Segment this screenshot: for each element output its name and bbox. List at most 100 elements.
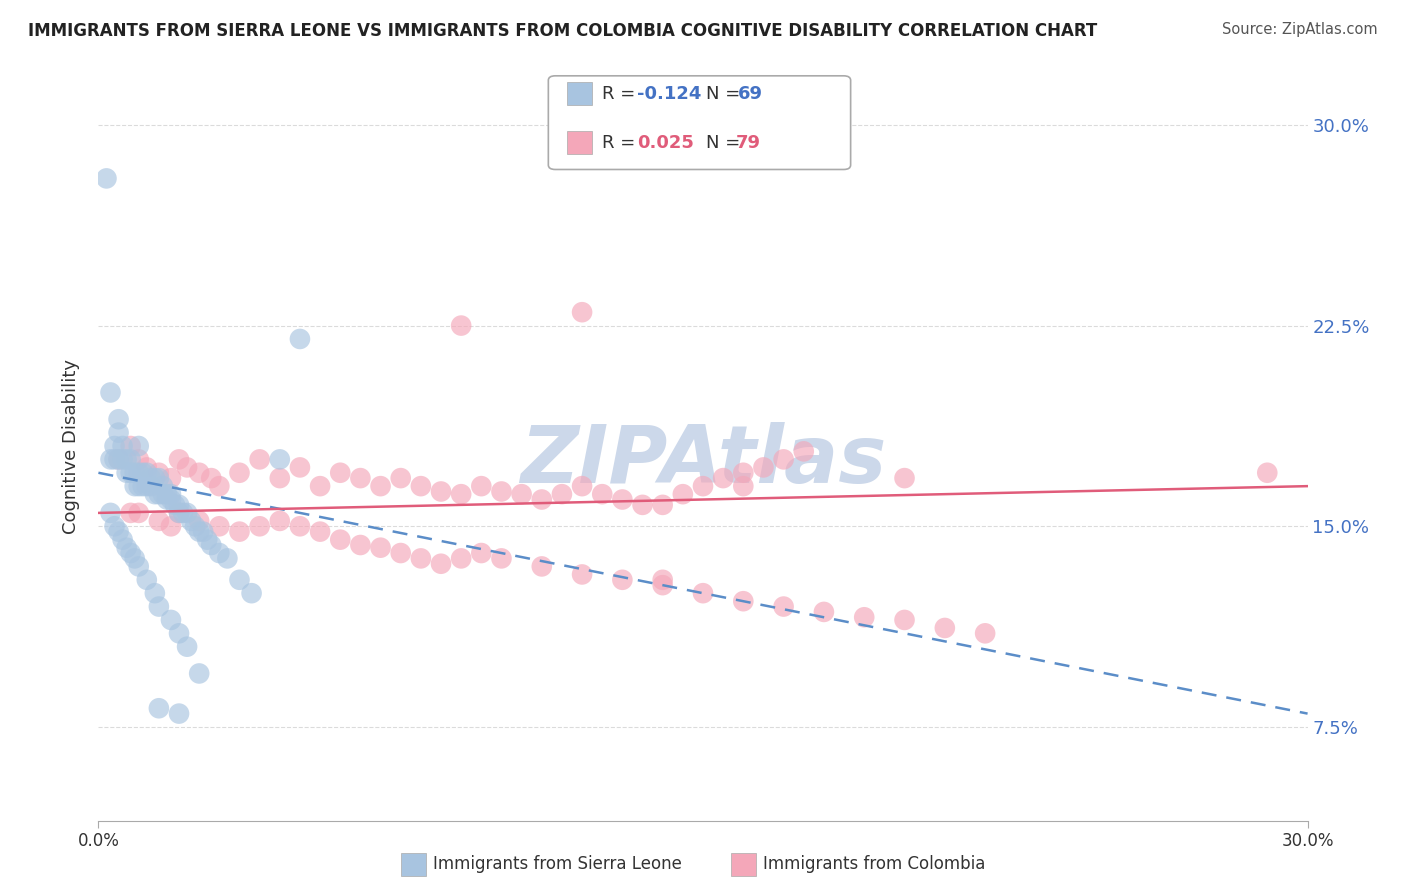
Point bbox=[409, 479, 432, 493]
Point bbox=[107, 452, 129, 467]
Point bbox=[329, 466, 352, 480]
Point bbox=[167, 498, 190, 512]
Text: 0.025: 0.025 bbox=[637, 134, 693, 152]
Point bbox=[208, 546, 231, 560]
Point bbox=[103, 519, 125, 533]
Point bbox=[288, 460, 311, 475]
Point bbox=[853, 610, 876, 624]
Point bbox=[309, 479, 332, 493]
Point bbox=[269, 471, 291, 485]
Point bbox=[176, 640, 198, 654]
Point bbox=[172, 506, 194, 520]
Point bbox=[107, 425, 129, 440]
Point bbox=[120, 546, 142, 560]
Point bbox=[120, 439, 142, 453]
Point bbox=[551, 487, 574, 501]
Point bbox=[217, 551, 239, 566]
Point bbox=[148, 514, 170, 528]
Point bbox=[349, 471, 371, 485]
Point bbox=[124, 466, 146, 480]
Point bbox=[160, 471, 183, 485]
Point bbox=[156, 487, 179, 501]
Point bbox=[288, 332, 311, 346]
Point bbox=[288, 519, 311, 533]
Point bbox=[370, 479, 392, 493]
Point bbox=[430, 557, 453, 571]
Point bbox=[132, 479, 155, 493]
Text: R =: R = bbox=[602, 134, 641, 152]
Point bbox=[124, 551, 146, 566]
Point bbox=[188, 466, 211, 480]
Point bbox=[389, 471, 412, 485]
Point bbox=[974, 626, 997, 640]
Point bbox=[103, 452, 125, 467]
Point bbox=[107, 412, 129, 426]
Point bbox=[111, 439, 134, 453]
Point bbox=[148, 471, 170, 485]
Point bbox=[163, 498, 186, 512]
Point bbox=[120, 466, 142, 480]
Text: 69: 69 bbox=[738, 85, 763, 103]
Point bbox=[176, 460, 198, 475]
Point bbox=[491, 551, 513, 566]
Point bbox=[752, 460, 775, 475]
Point bbox=[103, 439, 125, 453]
Point bbox=[143, 471, 166, 485]
Point bbox=[349, 538, 371, 552]
Point bbox=[100, 385, 122, 400]
Point bbox=[128, 559, 150, 574]
Point bbox=[389, 546, 412, 560]
Point bbox=[143, 586, 166, 600]
Point bbox=[115, 541, 138, 555]
Point bbox=[249, 452, 271, 467]
Point bbox=[269, 514, 291, 528]
Point bbox=[200, 538, 222, 552]
Point bbox=[128, 439, 150, 453]
Point bbox=[651, 498, 673, 512]
Point bbox=[692, 586, 714, 600]
Point bbox=[152, 479, 174, 493]
Point bbox=[184, 519, 207, 533]
Point bbox=[111, 533, 134, 547]
Point bbox=[124, 479, 146, 493]
Point bbox=[893, 471, 915, 485]
Point bbox=[188, 666, 211, 681]
Point bbox=[692, 479, 714, 493]
Point bbox=[115, 466, 138, 480]
Point bbox=[135, 460, 157, 475]
Point bbox=[240, 586, 263, 600]
Point bbox=[148, 599, 170, 614]
Point bbox=[200, 471, 222, 485]
Point bbox=[309, 524, 332, 539]
Point bbox=[651, 573, 673, 587]
Point bbox=[813, 605, 835, 619]
Point bbox=[228, 466, 250, 480]
Point bbox=[143, 487, 166, 501]
Point bbox=[208, 519, 231, 533]
Point bbox=[160, 613, 183, 627]
Point bbox=[249, 519, 271, 533]
Point bbox=[167, 706, 190, 721]
Point bbox=[180, 514, 202, 528]
Point bbox=[111, 452, 134, 467]
Text: Immigrants from Colombia: Immigrants from Colombia bbox=[763, 855, 986, 873]
Point bbox=[612, 573, 634, 587]
Point bbox=[571, 567, 593, 582]
Point bbox=[711, 471, 734, 485]
Point bbox=[156, 492, 179, 507]
Point bbox=[450, 318, 472, 333]
Text: Immigrants from Sierra Leone: Immigrants from Sierra Leone bbox=[433, 855, 682, 873]
Text: R =: R = bbox=[602, 85, 641, 103]
Point bbox=[193, 524, 215, 539]
Point bbox=[148, 487, 170, 501]
Point bbox=[409, 551, 432, 566]
Point bbox=[152, 487, 174, 501]
Point bbox=[510, 487, 533, 501]
Text: N =: N = bbox=[706, 134, 745, 152]
Point bbox=[167, 452, 190, 467]
Point bbox=[100, 506, 122, 520]
Text: N =: N = bbox=[706, 85, 745, 103]
Point bbox=[269, 452, 291, 467]
Point bbox=[733, 594, 755, 608]
Text: -0.124: -0.124 bbox=[637, 85, 702, 103]
